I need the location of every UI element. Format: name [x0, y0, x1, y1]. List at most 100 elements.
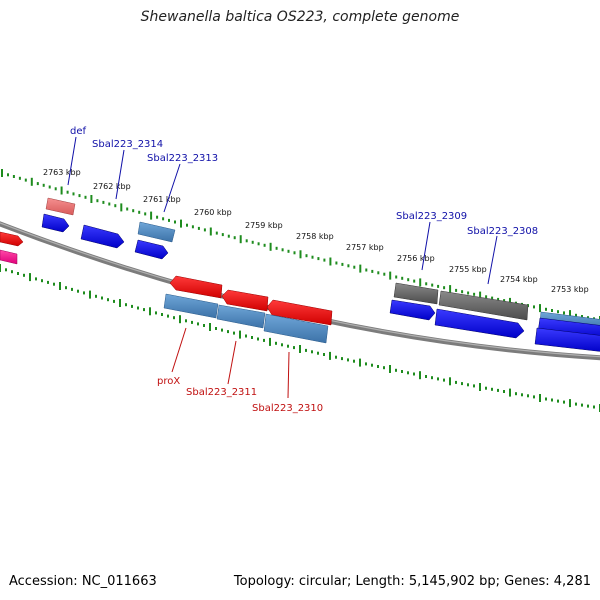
- gene-arrow-red-left[interactable]: [0, 231, 24, 247]
- ruler-dot: [143, 308, 145, 312]
- gene-Sbal223_2310[interactable]: [266, 299, 333, 326]
- cds-arrow[interactable]: [434, 308, 525, 339]
- ruler-dot: [443, 286, 446, 290]
- ruler-dot: [5, 268, 7, 272]
- ruler-label: 2757 kbp: [346, 243, 384, 252]
- ruler-dot: [527, 394, 529, 398]
- ruler-dot: [54, 187, 57, 191]
- ruler-dot: [557, 399, 559, 403]
- ruler-dot: [186, 223, 188, 227]
- ruler-dot: [161, 313, 163, 316]
- ruler-dot: [221, 328, 223, 332]
- ruler-dot: [365, 268, 368, 272]
- cds-arrow[interactable]: [534, 327, 600, 352]
- ruler-dot: [293, 346, 295, 350]
- gene-def[interactable]: [45, 197, 76, 216]
- ruler-dot: [491, 387, 493, 391]
- cds-arrow[interactable]: [41, 213, 70, 233]
- ruler-dot: [113, 299, 115, 303]
- ruler-dot: [365, 362, 367, 366]
- ruler-dot: [263, 338, 265, 342]
- ruler-dot: [311, 255, 314, 259]
- ruler-dot: [65, 286, 67, 290]
- ruler-dot: [114, 204, 117, 208]
- ruler-dot: [455, 380, 457, 384]
- gene-steel-proX[interactable]: [163, 293, 219, 319]
- ruler-dot: [108, 202, 111, 206]
- ruler-tick: [359, 264, 362, 273]
- gene-label-proX[interactable]: proX: [157, 376, 180, 387]
- ruler-label: 2758 kbp: [296, 232, 334, 241]
- gene-proX[interactable]: [169, 275, 223, 299]
- gene-label-Sbal223_2308[interactable]: Sbal223_2308: [467, 226, 538, 237]
- ruler-dot: [203, 324, 205, 327]
- ruler-dot: [395, 275, 398, 279]
- ruler-tick: [29, 273, 31, 282]
- gene-label-Sbal223_2313[interactable]: Sbal223_2313: [147, 153, 218, 164]
- ruler-dot: [491, 296, 494, 300]
- ruler-dot: [467, 383, 469, 387]
- ruler-dot: [191, 225, 194, 229]
- ruler-dot: [96, 199, 99, 203]
- outer-ruler-track: [1, 169, 600, 324]
- gene-steel-2311[interactable]: [216, 304, 266, 329]
- ruler-dot: [11, 270, 13, 274]
- gene-Sbal223_2314[interactable]: [137, 221, 176, 243]
- ruler-dot: [317, 257, 320, 261]
- ruler-dot: [257, 337, 259, 341]
- ruler-dot: [72, 192, 75, 196]
- ruler-dot: [497, 297, 500, 301]
- ruler-dot: [281, 343, 283, 347]
- ruler-tick: [209, 227, 212, 236]
- ruler-dot: [533, 305, 535, 309]
- ruler-dot: [563, 400, 565, 404]
- ruler-tick: [30, 177, 33, 186]
- ruler-dot: [353, 359, 355, 363]
- ruler-tick: [329, 351, 331, 360]
- ruler-dot: [17, 272, 19, 275]
- gene-Sbal223_2308[interactable]: [438, 290, 529, 321]
- ruler-dot: [497, 388, 499, 392]
- ruler-tick: [329, 257, 332, 266]
- ruler-dot: [42, 183, 45, 187]
- gene-label-Sbal223_2314[interactable]: Sbal223_2314: [92, 139, 163, 150]
- ruler-dot: [293, 251, 296, 255]
- ruler-dot: [401, 276, 404, 280]
- gene-Sbal223_2311[interactable]: [221, 289, 269, 312]
- ruler-dot: [335, 261, 338, 265]
- gene-label-def[interactable]: def: [70, 126, 87, 137]
- ruler-dot: [437, 377, 439, 381]
- leader-Sbal223_2310: [287, 351, 290, 399]
- ruler-dot: [162, 217, 165, 221]
- ruler-dot: [461, 290, 464, 294]
- cds-arrow[interactable]: [80, 224, 125, 249]
- ruler-dot: [215, 231, 218, 235]
- ruler-dot: [233, 236, 236, 240]
- gene-arrow-magenta[interactable]: [0, 249, 18, 265]
- gene-Sbal223_2309[interactable]: [393, 282, 439, 305]
- cds-arrow[interactable]: [134, 239, 169, 260]
- ruler-dot: [7, 173, 9, 177]
- ruler-dot: [126, 207, 129, 211]
- ruler-dot: [287, 249, 290, 253]
- ruler-dot: [413, 279, 416, 283]
- ruler-dot: [203, 228, 206, 232]
- ruler-dot: [437, 284, 440, 288]
- ruler-dot: [174, 220, 176, 224]
- gene-label-Sbal223_2311[interactable]: Sbal223_2311: [186, 387, 257, 398]
- ruler-dot: [317, 351, 319, 355]
- gene-label-Sbal223_2310[interactable]: Sbal223_2310: [252, 403, 323, 414]
- ruler-dot: [221, 233, 224, 237]
- ruler-dot: [383, 366, 385, 370]
- gene-label-Sbal223_2309[interactable]: Sbal223_2309: [396, 211, 467, 222]
- ruler-tick: [419, 371, 421, 380]
- gene-steel-2310[interactable]: [263, 313, 329, 344]
- cds-arrow[interactable]: [389, 299, 436, 321]
- ruler-dot: [47, 280, 49, 284]
- ruler-dot: [257, 242, 260, 246]
- ruler-dot: [275, 246, 278, 250]
- ruler-dot: [557, 310, 559, 314]
- ruler-dot: [323, 353, 325, 356]
- top-leaders: [67, 136, 498, 285]
- ruler-dot: [515, 392, 517, 396]
